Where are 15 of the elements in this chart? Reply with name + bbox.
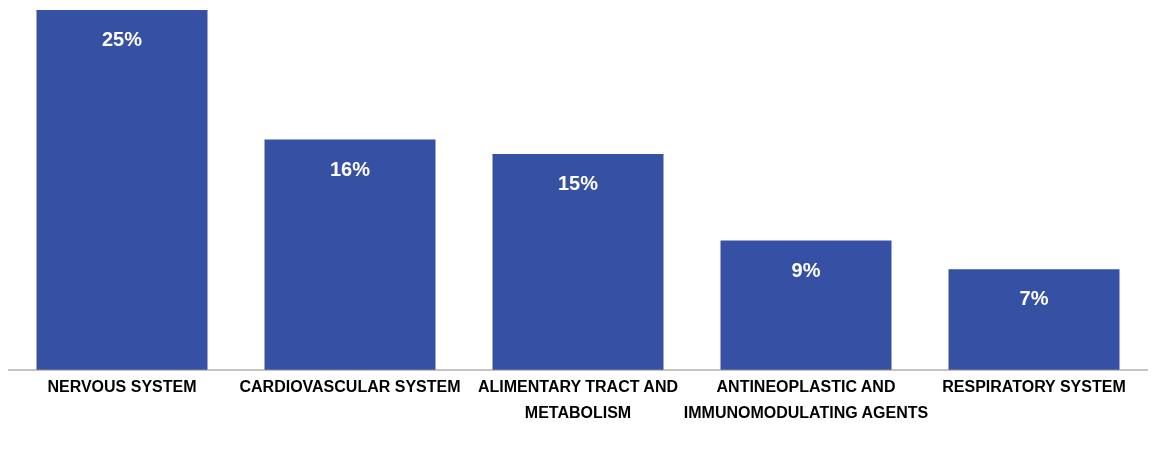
data-label: 9% <box>791 258 821 281</box>
data-label: 16% <box>329 157 371 180</box>
data-label: 25% <box>101 28 143 51</box>
bar <box>264 139 436 370</box>
x-tick-label: ALIMENTARY TRACT AND METABOLISM <box>478 378 678 421</box>
bar <box>492 154 664 370</box>
x-tick-label: NERVOUS SYSTEM <box>47 378 197 395</box>
x-tick-label: ANTINEOPLASTIC AND IMMUNOMODULATING AGENTS <box>683 378 929 421</box>
x-tick-label: CARDIOVASCULAR SYSTEM <box>239 378 461 395</box>
bar <box>36 10 208 370</box>
bar <box>720 240 892 370</box>
bar <box>948 269 1120 370</box>
data-label: 7% <box>1019 287 1049 310</box>
data-label: 15% <box>557 172 599 195</box>
x-tick-label: RESPIRATORY SYSTEM <box>942 378 1126 395</box>
